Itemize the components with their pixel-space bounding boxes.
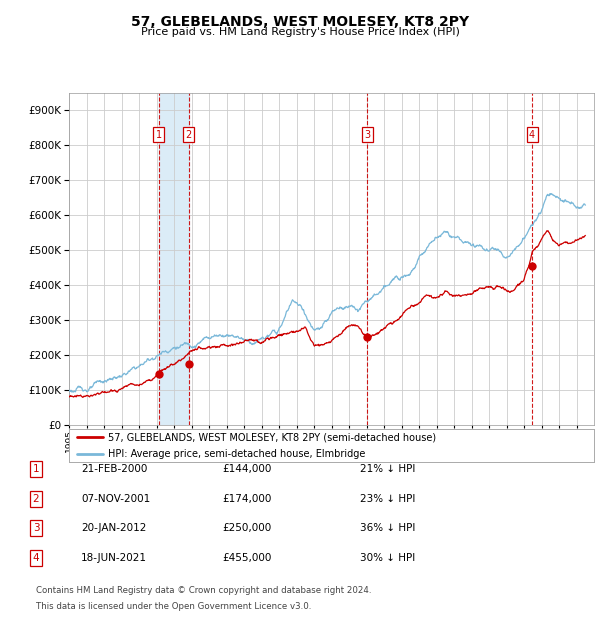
Text: This data is licensed under the Open Government Licence v3.0.: This data is licensed under the Open Gov… bbox=[36, 602, 311, 611]
Text: 18-JUN-2021: 18-JUN-2021 bbox=[81, 553, 147, 563]
Text: HPI: Average price, semi-detached house, Elmbridge: HPI: Average price, semi-detached house,… bbox=[109, 449, 366, 459]
Text: 21-FEB-2000: 21-FEB-2000 bbox=[81, 464, 148, 474]
Text: 1: 1 bbox=[156, 130, 162, 140]
Text: 07-NOV-2001: 07-NOV-2001 bbox=[81, 494, 150, 504]
Text: £455,000: £455,000 bbox=[222, 553, 271, 563]
Text: 4: 4 bbox=[529, 130, 535, 140]
Text: 3: 3 bbox=[364, 130, 370, 140]
Text: 2: 2 bbox=[186, 130, 192, 140]
Text: 30% ↓ HPI: 30% ↓ HPI bbox=[360, 553, 415, 563]
Text: 1: 1 bbox=[32, 464, 40, 474]
Text: £250,000: £250,000 bbox=[222, 523, 271, 533]
Text: 36% ↓ HPI: 36% ↓ HPI bbox=[360, 523, 415, 533]
Text: 57, GLEBELANDS, WEST MOLESEY, KT8 2PY: 57, GLEBELANDS, WEST MOLESEY, KT8 2PY bbox=[131, 16, 469, 30]
Text: £174,000: £174,000 bbox=[222, 494, 271, 504]
Text: 20-JAN-2012: 20-JAN-2012 bbox=[81, 523, 146, 533]
Text: Price paid vs. HM Land Registry's House Price Index (HPI): Price paid vs. HM Land Registry's House … bbox=[140, 27, 460, 37]
Text: 3: 3 bbox=[32, 523, 40, 533]
Text: 21% ↓ HPI: 21% ↓ HPI bbox=[360, 464, 415, 474]
Text: 2: 2 bbox=[32, 494, 40, 504]
Text: £144,000: £144,000 bbox=[222, 464, 271, 474]
Text: 57, GLEBELANDS, WEST MOLESEY, KT8 2PY (semi-detached house): 57, GLEBELANDS, WEST MOLESEY, KT8 2PY (s… bbox=[109, 432, 437, 442]
Text: 4: 4 bbox=[32, 553, 40, 563]
Text: 23% ↓ HPI: 23% ↓ HPI bbox=[360, 494, 415, 504]
Text: Contains HM Land Registry data © Crown copyright and database right 2024.: Contains HM Land Registry data © Crown c… bbox=[36, 586, 371, 595]
Bar bbox=[159, 93, 189, 425]
